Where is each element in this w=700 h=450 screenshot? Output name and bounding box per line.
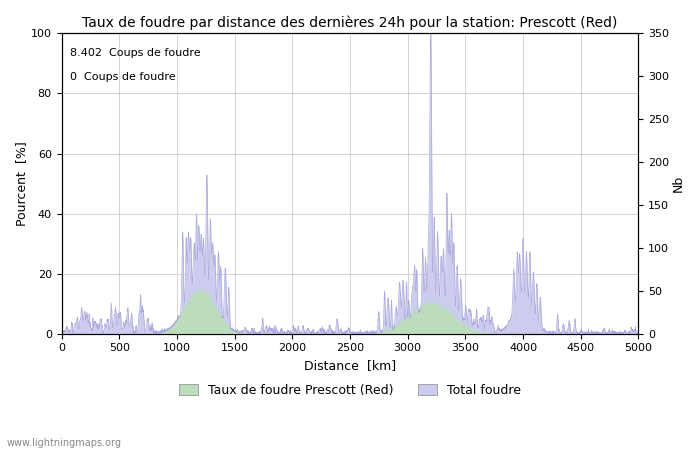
Y-axis label: Nb: Nb xyxy=(672,175,685,192)
X-axis label: Distance  [km]: Distance [km] xyxy=(304,359,396,372)
Y-axis label: Pourcent  [%]: Pourcent [%] xyxy=(15,141,28,226)
Title: Taux de foudre par distance des dernières 24h pour la station: Prescott (Red): Taux de foudre par distance des dernière… xyxy=(83,15,617,30)
Text: 8.402  Coups de foudre: 8.402 Coups de foudre xyxy=(70,49,201,58)
Text: www.lightningmaps.org: www.lightningmaps.org xyxy=(7,438,122,448)
Text: 0  Coups de foudre: 0 Coups de foudre xyxy=(70,72,176,82)
Legend: Taux de foudre Prescott (Red), Total foudre: Taux de foudre Prescott (Red), Total fou… xyxy=(174,379,526,402)
